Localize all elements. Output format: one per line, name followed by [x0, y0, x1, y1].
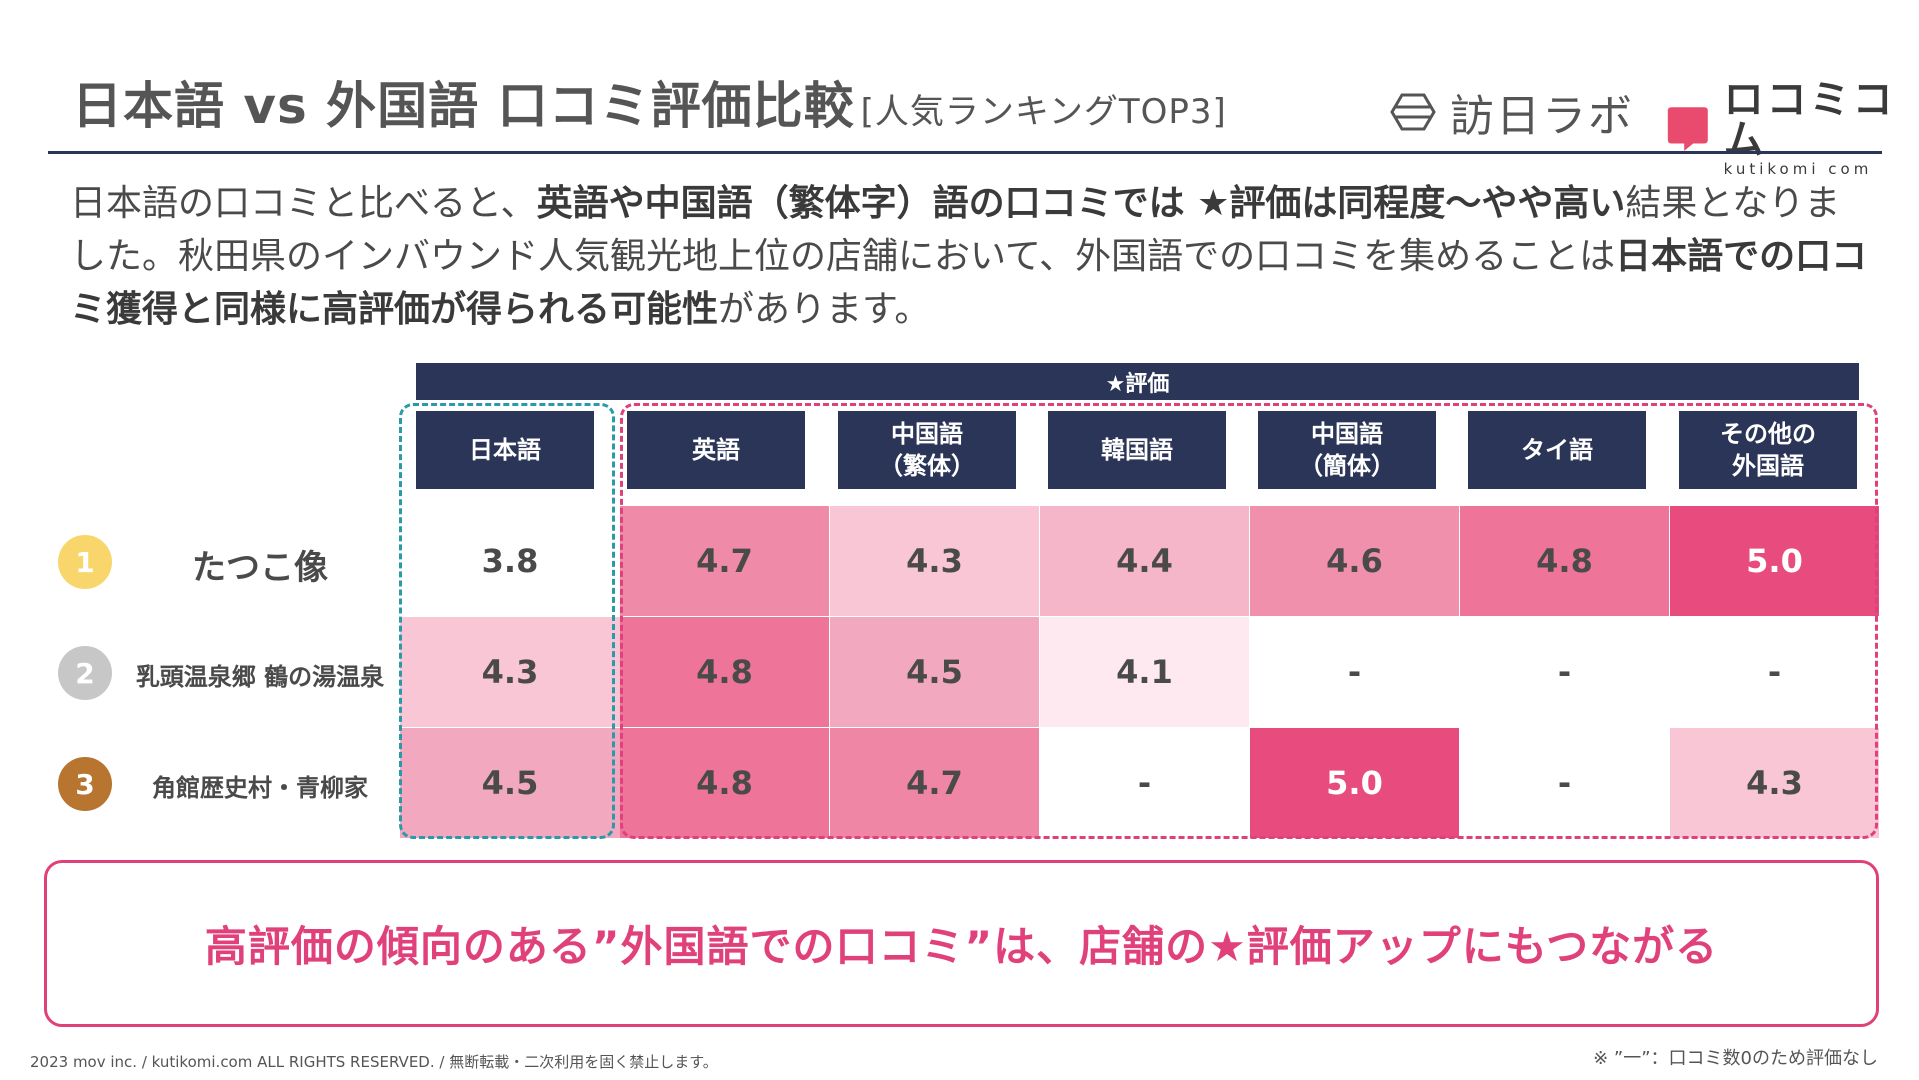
- kutikomi-mark-icon: [1667, 107, 1708, 151]
- column-header-line1: 中国語: [1311, 420, 1383, 448]
- kutikomi-logo-sub: kutikomi com: [1723, 160, 1873, 178]
- intro-paragraph: 日本語の口コミと比べると、英語や中国語（繁体字）語の口コミでは ★評価は同程度～…: [70, 177, 1870, 336]
- column-header: 日本語: [416, 411, 594, 489]
- rating-cell: -: [1460, 728, 1669, 838]
- rating-cell: 4.8: [620, 728, 829, 838]
- column-header-line2: （簡体）: [1299, 452, 1395, 480]
- rating-cell: -: [1460, 617, 1669, 727]
- rating-cell: 4.8: [1460, 506, 1669, 616]
- intro-bold-2: 日本語での口コミ獲得と同様に高評価が得られる可能性: [70, 236, 1868, 330]
- rank-badge: 2: [58, 646, 112, 700]
- column-header: 韓国語: [1048, 411, 1226, 489]
- rating-cell: 5.0: [1250, 728, 1459, 838]
- column-header: 中国語 （繁体）: [838, 411, 1016, 489]
- page-title: 日本語 vs 外国語 口コミ評価比較 [人気ランキングTOP3]: [72, 66, 1227, 138]
- intro-bold-1: 英語や中国語（繁体字）語の口コミでは ★評価は同程度～やや高い: [536, 183, 1626, 224]
- rating-cell: -: [1040, 728, 1249, 838]
- intro-text-3: があります。: [718, 289, 931, 330]
- place-name: 角館歴史村・青柳家: [152, 774, 368, 803]
- rating-cell: -: [1670, 617, 1879, 727]
- column-header-line2: 外国語: [1732, 452, 1804, 480]
- rating-cell: 4.7: [620, 506, 829, 616]
- rating-cell: 4.5: [830, 617, 1039, 727]
- houjin-labo-mark-icon: [1390, 93, 1436, 131]
- rating-cell: 4.6: [1250, 506, 1459, 616]
- column-header-line1: 英語: [692, 436, 740, 464]
- intro-text-2: 結果となりました。秋田県のインバウンド人気観光地上位の店舗において、外国語での口…: [70, 183, 1841, 277]
- rating-cell: 4.7: [830, 728, 1039, 838]
- rating-cell: 4.5: [400, 728, 620, 838]
- rating-cell: 4.1: [1040, 617, 1249, 727]
- copyright-footer: 2023 mov inc. / kutikomi.com ALL RIGHTS …: [30, 1053, 718, 1071]
- rating-cell: 3.8: [400, 506, 620, 616]
- houjin-labo-logo-text: 訪日ラボ: [1450, 91, 1634, 142]
- place-name: 乳頭温泉郷 鶴の湯温泉: [135, 663, 385, 692]
- column-header-line1: 韓国語: [1101, 436, 1173, 464]
- footnote: ※ ”一”：口コミ数0のため評価なし: [1593, 1048, 1878, 1069]
- rating-header-band: ★評価: [416, 363, 1859, 400]
- rating-cell: 4.3: [400, 617, 620, 727]
- column-header-line1: 中国語: [891, 420, 963, 448]
- intro-text-1: 日本語の口コミと比べると、: [70, 183, 537, 224]
- houjin-labo-logo: 訪日ラボ: [1390, 80, 1634, 144]
- column-header-line2: （繁体）: [879, 452, 975, 480]
- column-header: 英語: [627, 411, 805, 489]
- conclusion-callout: 高評価の傾向のある”外国語での口コミ”は、店舗の★評価アップにもつながる: [44, 860, 1879, 1027]
- rating-cell: 4.4: [1040, 506, 1249, 616]
- rank-badge: 1: [58, 535, 112, 589]
- column-header: その他の 外国語: [1679, 411, 1857, 489]
- rank-badge: 3: [58, 757, 112, 811]
- kutikomi-com-logo: ロコミコム kutikomi com: [1666, 80, 1919, 178]
- page-title-sub: [人気ランキングTOP3]: [860, 92, 1227, 132]
- column-header-line1: その他の: [1720, 420, 1816, 448]
- rating-cell: -: [1250, 617, 1459, 727]
- conclusion-text: 高評価の傾向のある”外国語での口コミ”は、店舗の★評価アップにもつながる: [204, 922, 1719, 971]
- column-header: 中国語 （簡体）: [1258, 411, 1436, 489]
- rating-cell: 4.8: [620, 617, 829, 727]
- rating-cell: 4.3: [830, 506, 1039, 616]
- kutikomi-logo-main: ロコミコム: [1723, 77, 1896, 163]
- column-header: タイ語: [1468, 411, 1646, 489]
- japanese-column-highlight: [399, 403, 615, 839]
- foreign-columns-highlight: [620, 403, 1878, 839]
- rating-cell: 4.3: [1670, 728, 1879, 838]
- rating-cell: 5.0: [1670, 506, 1879, 616]
- column-header-line1: 日本語: [469, 436, 541, 464]
- page-title-main: 日本語 vs 外国語 口コミ評価比較: [72, 77, 855, 135]
- place-name: たつこ像: [192, 547, 328, 588]
- header-divider: [48, 151, 1882, 154]
- column-header-line1: タイ語: [1521, 436, 1593, 464]
